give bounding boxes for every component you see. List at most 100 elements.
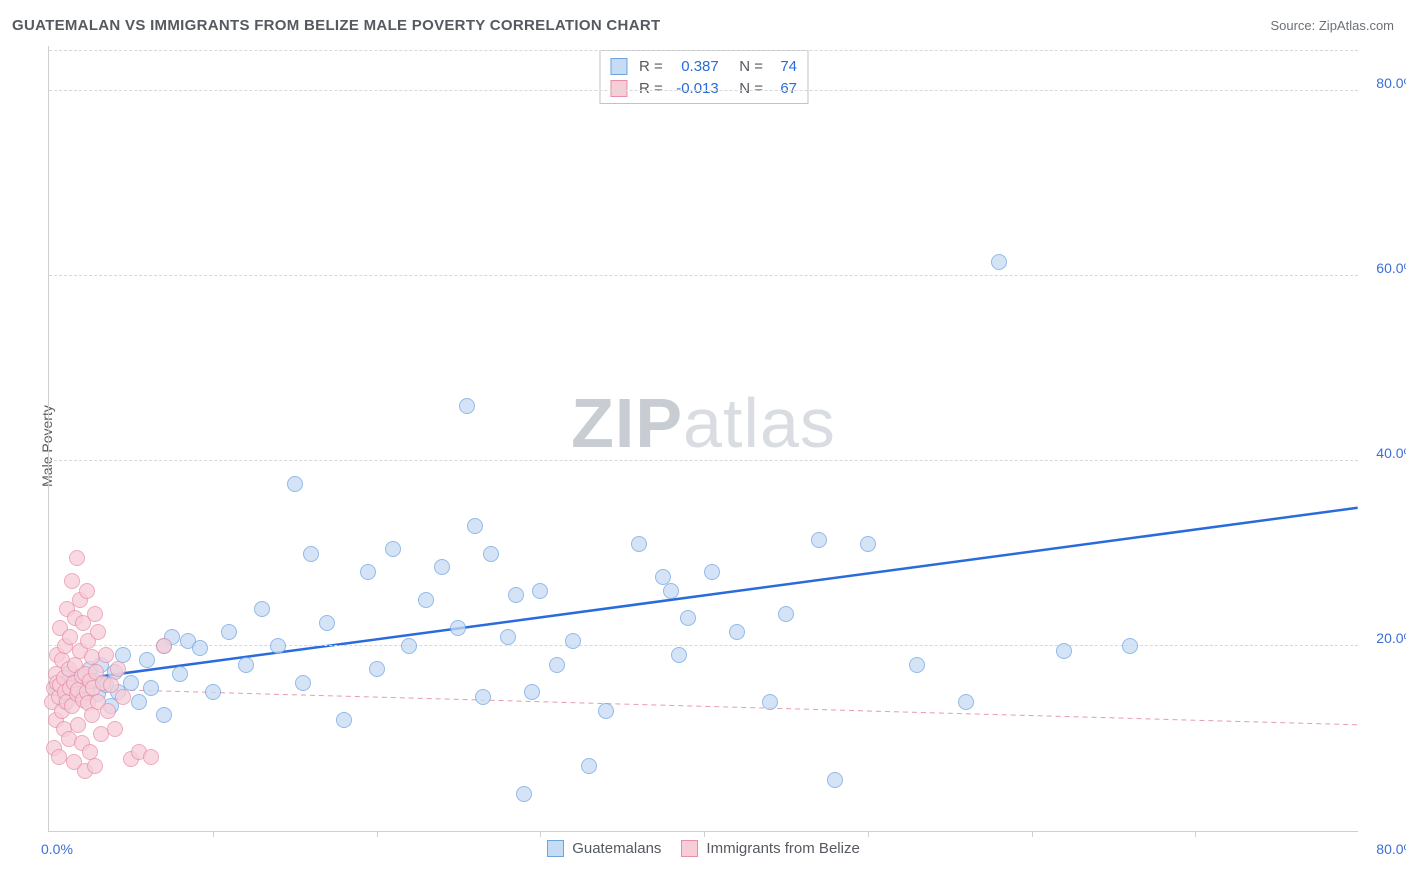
scatter-point [143, 680, 159, 696]
scatter-point [156, 707, 172, 723]
stats-legend: R = 0.387 N = 74R = -0.013 N = 67 [599, 50, 808, 104]
x-tick [1195, 831, 1196, 837]
scatter-point [671, 647, 687, 663]
scatter-point [143, 749, 159, 765]
scatter-point [418, 592, 434, 608]
stat-r-label: R = [639, 80, 663, 97]
scatter-point [581, 758, 597, 774]
x-tick-label-max: 80.0% [1376, 841, 1406, 857]
scatter-point [270, 638, 286, 654]
scatter-point [360, 564, 376, 580]
scatter-point [295, 675, 311, 691]
stat-n-value: 74 [767, 58, 797, 75]
stat-n-label: N = [739, 58, 763, 75]
scatter-point [238, 657, 254, 673]
scatter-point [459, 398, 475, 414]
scatter-point [369, 661, 385, 677]
x-tick [868, 831, 869, 837]
x-tick [213, 831, 214, 837]
scatter-point [319, 615, 335, 631]
scatter-point [84, 649, 100, 665]
scatter-point [385, 541, 401, 557]
chart-container: GUATEMALAN VS IMMIGRANTS FROM BELIZE MAL… [0, 0, 1406, 892]
scatter-point [139, 652, 155, 668]
scatter-point [524, 684, 540, 700]
scatter-point [336, 712, 352, 728]
source-label: Source: ZipAtlas.com [1270, 18, 1394, 33]
scatter-point [110, 661, 126, 677]
legend-swatch [610, 58, 627, 75]
scatter-point [450, 620, 466, 636]
scatter-point [205, 684, 221, 700]
legend-item: Guatemalans [547, 840, 661, 857]
stats-legend-row: R = 0.387 N = 74 [610, 55, 797, 77]
scatter-point [508, 587, 524, 603]
scatter-point [549, 657, 565, 673]
scatter-point [958, 694, 974, 710]
scatter-point [51, 749, 67, 765]
stat-r-value: -0.013 [667, 80, 719, 97]
x-tick [1032, 831, 1033, 837]
scatter-point [860, 536, 876, 552]
scatter-point [500, 629, 516, 645]
x-tick-label-min: 0.0% [41, 841, 73, 857]
stat-n-value: 67 [767, 80, 797, 97]
gridline-h [49, 275, 1358, 276]
scatter-point [1122, 638, 1138, 654]
scatter-point [69, 550, 85, 566]
scatter-point [254, 601, 270, 617]
legend-label: Guatemalans [572, 840, 661, 857]
scatter-point [115, 689, 131, 705]
chart-title: GUATEMALAN VS IMMIGRANTS FROM BELIZE MAL… [12, 17, 660, 34]
x-tick [540, 831, 541, 837]
scatter-point [631, 536, 647, 552]
scatter-point [778, 606, 794, 622]
scatter-point [87, 758, 103, 774]
scatter-point [98, 647, 114, 663]
scatter-point [1056, 643, 1072, 659]
scatter-point [909, 657, 925, 673]
stat-r-label: R = [639, 58, 663, 75]
legend-swatch [681, 840, 698, 857]
legend-swatch [610, 80, 627, 97]
stats-legend-row: R = -0.013 N = 67 [610, 77, 797, 99]
scatter-point [467, 518, 483, 534]
header: GUATEMALAN VS IMMIGRANTS FROM BELIZE MAL… [12, 10, 1394, 40]
y-tick-label: 80.0% [1376, 75, 1406, 91]
legend-item: Immigrants from Belize [681, 840, 859, 857]
scatter-point [598, 703, 614, 719]
scatter-point [87, 606, 103, 622]
scatter-point [483, 546, 499, 562]
legend-swatch [547, 840, 564, 857]
x-tick [704, 831, 705, 837]
stat-r-value: 0.387 [667, 58, 719, 75]
scatter-point [192, 640, 208, 656]
gridline-h [49, 50, 1358, 51]
series-legend: Guatemalans Immigrants from Belize [49, 840, 1358, 861]
scatter-point [100, 703, 116, 719]
scatter-point [131, 694, 147, 710]
watermark: ZIPatlas [571, 383, 836, 463]
scatter-point [827, 772, 843, 788]
stat-n-label: N = [739, 80, 763, 97]
scatter-point [90, 624, 106, 640]
y-tick-label: 60.0% [1376, 260, 1406, 276]
scatter-point [64, 573, 80, 589]
gridline-h [49, 645, 1358, 646]
scatter-point [221, 624, 237, 640]
scatter-point [156, 638, 172, 654]
gridline-h [49, 460, 1358, 461]
scatter-point [475, 689, 491, 705]
scatter-point [729, 624, 745, 640]
scatter-point [565, 633, 581, 649]
watermark-bold: ZIP [571, 384, 683, 462]
scatter-point [680, 610, 696, 626]
y-tick-label: 40.0% [1376, 445, 1406, 461]
scatter-point [516, 786, 532, 802]
y-tick-label: 20.0% [1376, 630, 1406, 646]
scatter-point [303, 546, 319, 562]
x-tick [377, 831, 378, 837]
scatter-point [762, 694, 778, 710]
scatter-point [287, 476, 303, 492]
scatter-point [811, 532, 827, 548]
